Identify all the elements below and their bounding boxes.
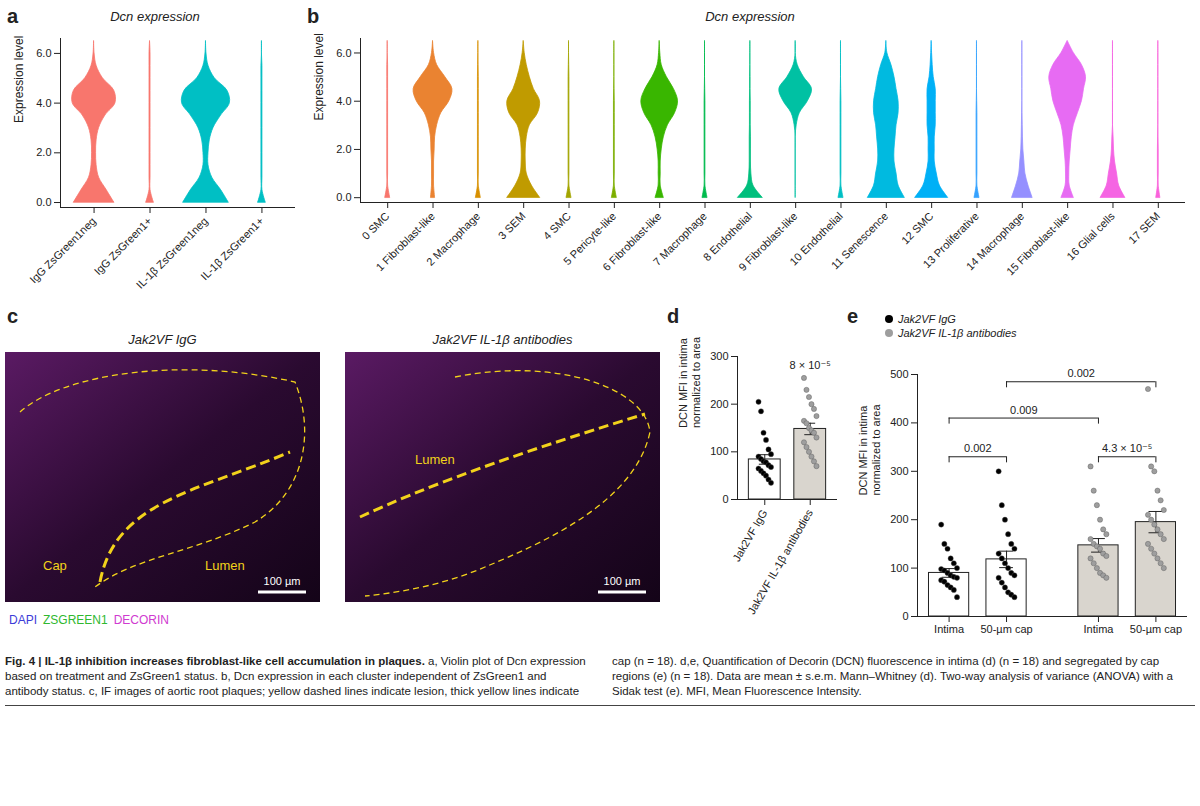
svg-text:200: 200 [890, 513, 908, 525]
svg-text:IgG ZsGreen1+: IgG ZsGreen1+ [92, 215, 154, 277]
svg-text:0.002: 0.002 [964, 442, 992, 454]
svg-text:Jak2VF IL-1β antibodies: Jak2VF IL-1β antibodies [745, 507, 815, 616]
svg-text:0.009: 0.009 [1010, 404, 1038, 416]
svg-text:2.0: 2.0 [36, 146, 51, 158]
svg-text:12 SMC: 12 SMC [899, 210, 936, 247]
svg-text:Intima: Intima [934, 623, 965, 635]
svg-text:10 Endothelial: 10 Endothelial [787, 209, 845, 268]
svg-text:5 Pericyte-like: 5 Pericyte-like [560, 209, 619, 268]
svg-text:Lumen: Lumen [205, 558, 245, 573]
svg-text:IL-1β ZsGreen1neg: IL-1β ZsGreen1neg [134, 215, 210, 291]
svg-text:300: 300 [890, 465, 908, 477]
svg-text:8 × 10⁻⁵: 8 × 10⁻⁵ [790, 359, 831, 371]
svg-text:6.0: 6.0 [336, 46, 351, 58]
svg-text:14 Macrophage: 14 Macrophage [963, 209, 1027, 273]
svg-text:100 µm: 100 µm [264, 575, 301, 587]
svg-text:13 Proliferative: 13 Proliferative [920, 209, 981, 271]
svg-text:IgG ZsGreen1neg: IgG ZsGreen1neg [27, 215, 98, 286]
svg-text:0.0: 0.0 [36, 196, 51, 208]
svg-text:4.0: 4.0 [336, 95, 351, 107]
svg-text:0: 0 [722, 493, 728, 505]
html-text:c: c [7, 305, 19, 327]
svg-text:11 Senescence: 11 Senescence [829, 210, 891, 272]
html-text:Dcn expression: Dcn expression [110, 9, 200, 24]
svg-text:Intima: Intima [1083, 623, 1114, 635]
svg-text:1 Fibroblast-like: 1 Fibroblast-like [373, 209, 437, 274]
html-text:Dcn expression: Dcn expression [705, 9, 795, 24]
svg-text:DCN MFI in intimanormalized to: DCN MFI in intimanormalized to area [857, 404, 882, 496]
svg-text:Jak2VF IL-1β antibodies: Jak2VF IL-1β antibodies [431, 332, 573, 347]
svg-text:Jak2VF IgG: Jak2VF IgG [730, 507, 769, 563]
svg-text:Cap: Cap [43, 558, 67, 573]
svg-text:50-µm cap: 50-µm cap [980, 623, 1032, 635]
svg-text:300: 300 [710, 350, 728, 362]
svg-text:6.0: 6.0 [36, 47, 51, 59]
svg-text:50-µm cap: 50-µm cap [1130, 623, 1182, 635]
svg-text:DAPIZSGREEN1DECORIN: DAPIZSGREEN1DECORIN [9, 613, 169, 627]
svg-text:100: 100 [890, 562, 908, 574]
svg-text:100 µm: 100 µm [604, 575, 641, 587]
svg-text:0.0: 0.0 [336, 191, 351, 203]
html-text:a: a [7, 5, 19, 27]
svg-text:0: 0 [902, 610, 908, 622]
svg-text:17 SEM: 17 SEM [1126, 210, 1162, 246]
html-text:d: d [667, 305, 680, 327]
svg-text:9 Fibroblast-like: 9 Fibroblast-like [736, 210, 799, 273]
svg-text:IL-1β ZsGreen1+: IL-1β ZsGreen1+ [198, 215, 266, 283]
svg-text:3 SEM: 3 SEM [496, 210, 528, 242]
svg-text:15 Fibroblast-like: 15 Fibroblast-like [1004, 210, 1072, 278]
svg-text:DCN MFI in intimanormalized to: DCN MFI in intimanormalized to area [677, 336, 702, 428]
svg-text:6 Fibroblast-like: 6 Fibroblast-like [600, 209, 664, 274]
svg-text:500: 500 [890, 368, 908, 380]
svg-text:Expression level: Expression level [312, 33, 326, 120]
html-text:Jak2VF IgG: Jak2VF IgG [898, 313, 956, 325]
html-text:Jak2VF IL-1β antibodies: Jak2VF IL-1β antibodies [898, 327, 1017, 339]
html-text:b: b [307, 5, 320, 27]
svg-text:Lumen: Lumen [415, 452, 455, 467]
svg-text:4.0: 4.0 [36, 97, 51, 109]
svg-text:Expression level: Expression level [12, 36, 26, 123]
svg-text:16 Glial cells: 16 Glial cells [1064, 209, 1117, 262]
svg-text:7 Macrophage: 7 Macrophage [651, 210, 709, 268]
svg-text:8 Endothelial: 8 Endothelial [700, 209, 755, 264]
svg-text:0 SMC: 0 SMC [359, 210, 391, 242]
svg-text:100: 100 [710, 445, 728, 457]
svg-text:Jak2VF IgG: Jak2VF IgG [127, 332, 196, 347]
svg-text:2 Macrophage: 2 Macrophage [424, 210, 482, 268]
svg-text:2.0: 2.0 [336, 143, 351, 155]
html-text:Fig. 4 | IL-1β inhibition incr: Fig. 4 | IL-1β inhibition increases fibr… [5, 655, 1173, 697]
svg-text:200: 200 [710, 398, 728, 410]
svg-text:4.3 × 10⁻⁵: 4.3 × 10⁻⁵ [1102, 442, 1152, 454]
svg-text:0.002: 0.002 [1067, 367, 1095, 379]
svg-text:4 SMC: 4 SMC [541, 210, 573, 242]
svg-text:400: 400 [890, 416, 908, 428]
html-text:e: e [847, 305, 859, 327]
